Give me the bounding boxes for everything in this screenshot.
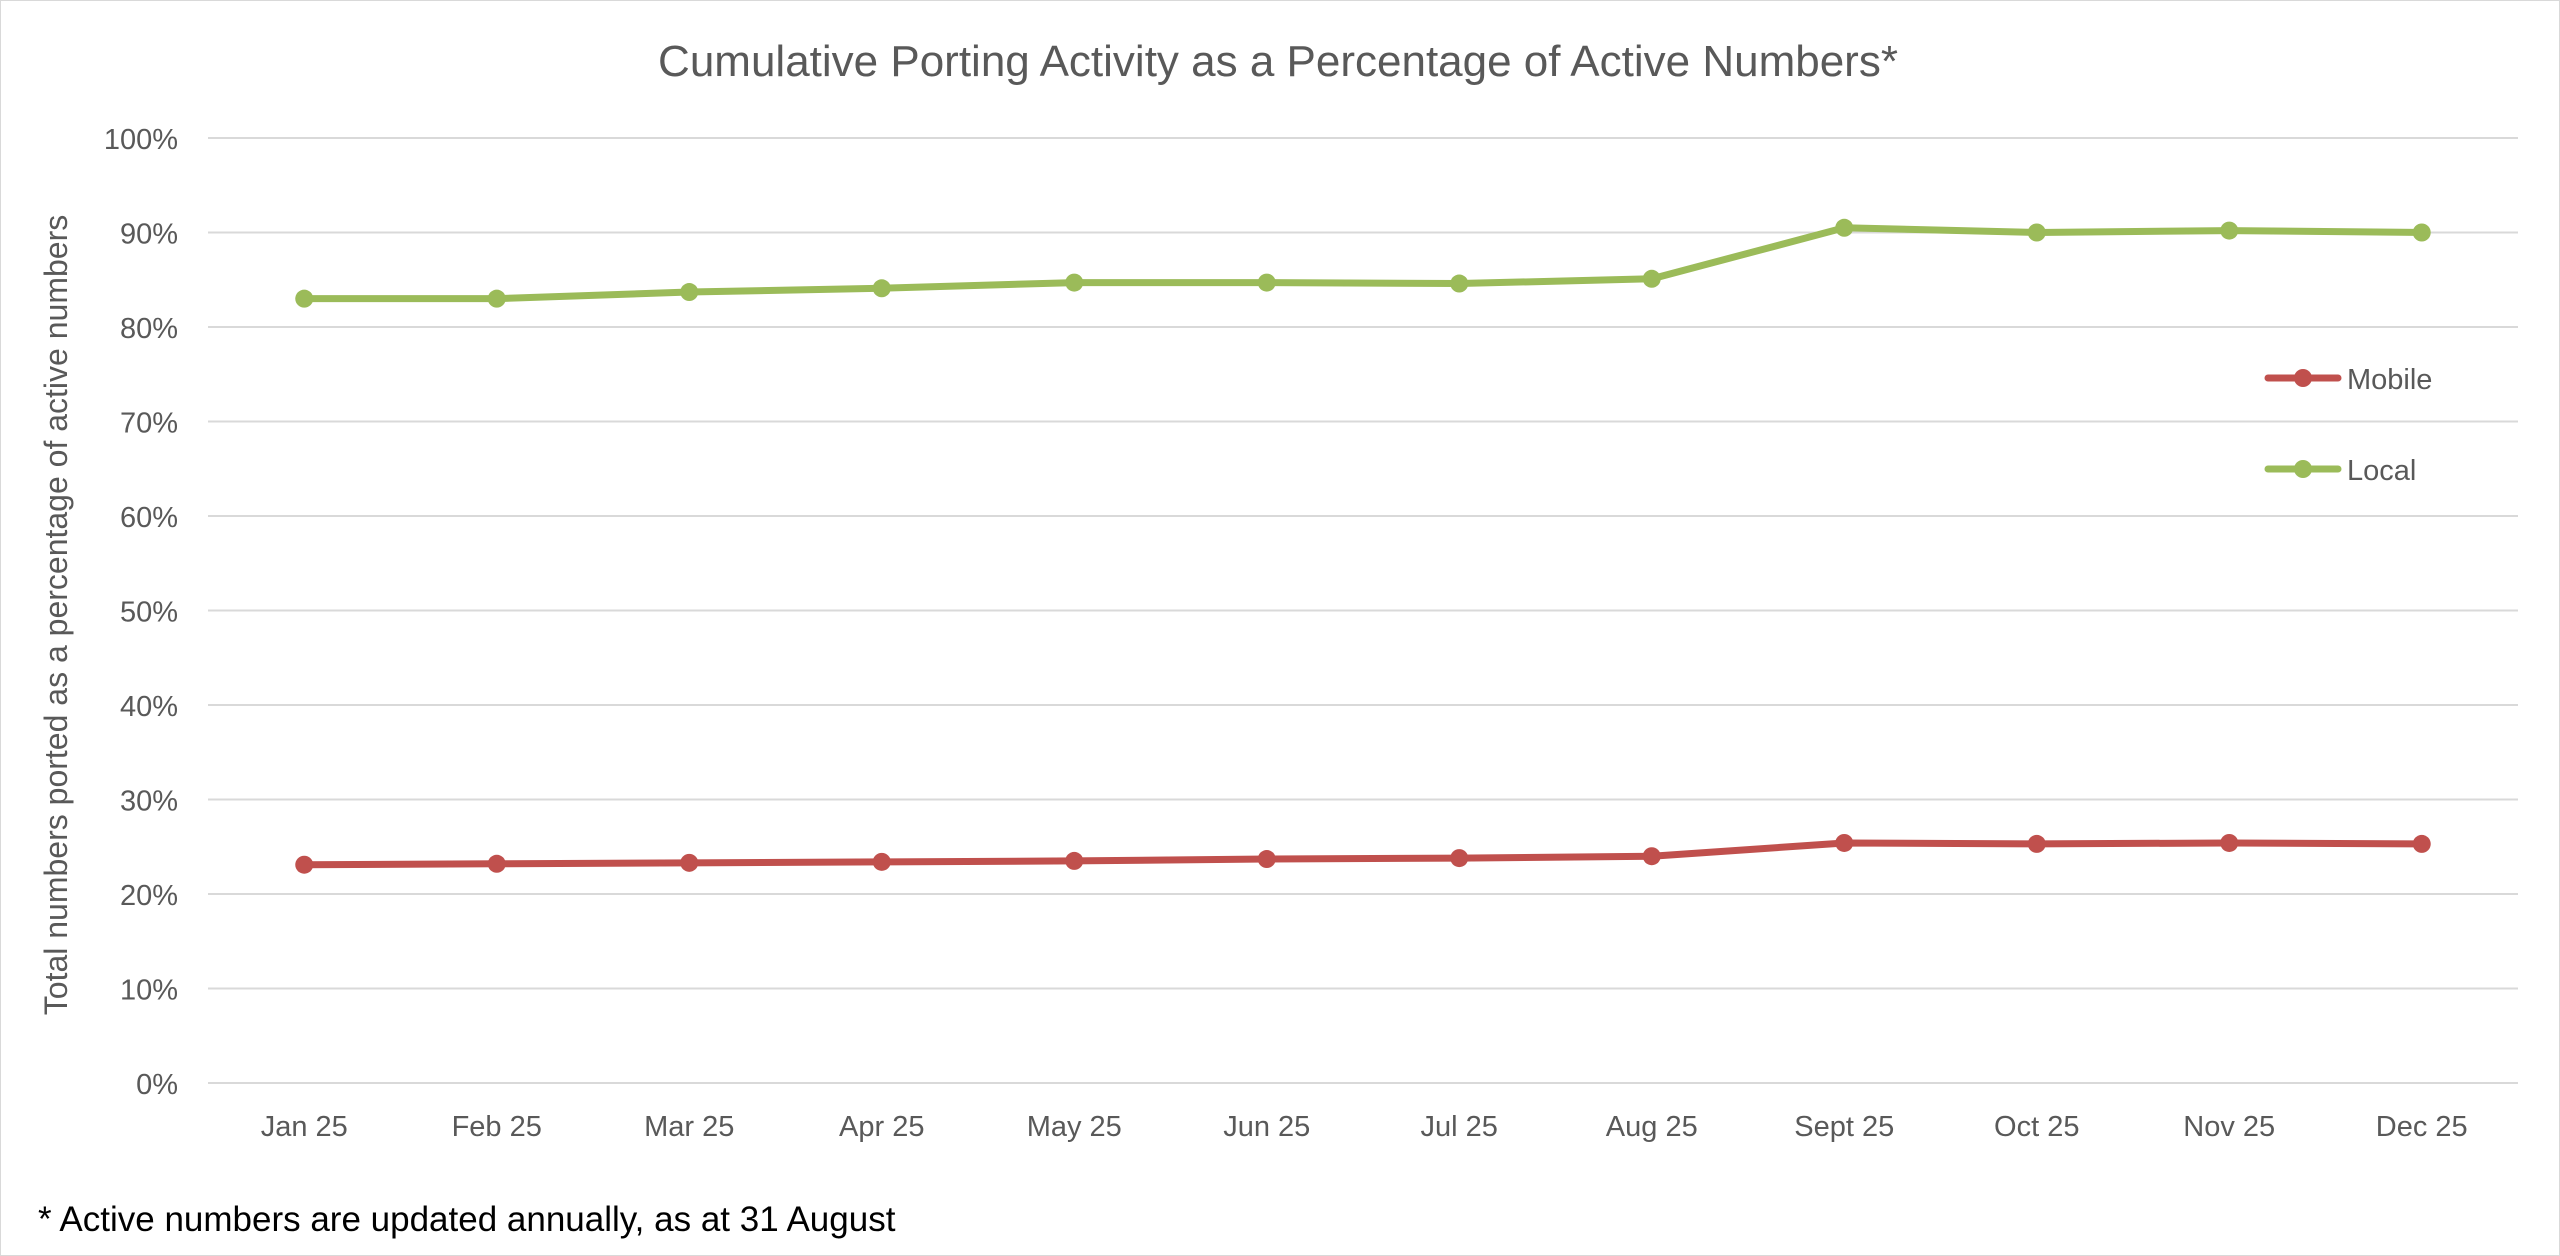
x-tick-label: Nov 25 bbox=[2183, 1111, 2275, 1143]
y-tick-label: 20% bbox=[120, 880, 178, 912]
legend-marker bbox=[2294, 460, 2312, 478]
legend-label: Mobile bbox=[2347, 364, 2432, 396]
x-tick-label: Jul 25 bbox=[1421, 1111, 1498, 1143]
legend-item-local: Local bbox=[2264, 455, 2416, 487]
data-point-local bbox=[1835, 218, 1854, 237]
y-tick-labels: 0% 10% 20% 30% 40% 50% 60% 70% 80% 90% 100% bbox=[104, 124, 178, 1101]
y-axis-label: Total numbers ported as a percentage of … bbox=[38, 215, 74, 1015]
legend: Mobile Local bbox=[2264, 364, 2432, 487]
y-tick-label: 90% bbox=[120, 219, 178, 251]
data-point-mobile bbox=[2412, 834, 2431, 853]
data-point-mobile bbox=[2220, 833, 2239, 852]
gridlines bbox=[208, 137, 2518, 1084]
y-tick-label: 10% bbox=[120, 975, 178, 1007]
data-point-mobile bbox=[1450, 849, 1469, 868]
x-tick-label: Feb 25 bbox=[452, 1111, 542, 1143]
y-tick-label: 40% bbox=[120, 691, 178, 723]
data-point-local bbox=[1065, 273, 1084, 292]
y-tick-label: 50% bbox=[120, 597, 178, 629]
y-tick-label: 100% bbox=[104, 124, 178, 156]
y-tick-label: 0% bbox=[136, 1069, 178, 1101]
y-tick-label: 30% bbox=[120, 786, 178, 818]
data-point-local bbox=[872, 279, 891, 298]
series-line-mobile bbox=[300, 839, 2426, 869]
footnote: * Active numbers are updated annually, a… bbox=[38, 1200, 896, 1239]
series-mobile bbox=[295, 833, 2431, 874]
x-tick-labels: Jan 25 Feb 25 Mar 25 Apr 25 May 25 Jun 25 Jul … bbox=[261, 1111, 2468, 1143]
x-tick-label: May 25 bbox=[1027, 1111, 1122, 1143]
legend-marker bbox=[2294, 369, 2312, 387]
data-point-local bbox=[2027, 223, 2046, 242]
data-point-mobile bbox=[295, 855, 314, 874]
series-lines bbox=[295, 218, 2431, 874]
data-point-mobile bbox=[1257, 850, 1276, 869]
y-tick-label: 60% bbox=[120, 502, 178, 534]
x-tick-label: Oct 25 bbox=[1994, 1111, 2079, 1143]
data-point-mobile bbox=[1835, 833, 1854, 852]
data-point-mobile bbox=[680, 853, 699, 872]
x-tick-label: Aug 25 bbox=[1606, 1111, 1698, 1143]
data-point-local bbox=[1450, 274, 1469, 293]
data-point-local bbox=[487, 289, 506, 308]
data-point-mobile bbox=[2027, 834, 2046, 853]
x-tick-label: Dec 25 bbox=[2376, 1111, 2468, 1143]
x-tick-label: Jun 25 bbox=[1223, 1111, 1310, 1143]
series-local bbox=[295, 218, 2431, 308]
series-line-local bbox=[300, 224, 2426, 303]
data-point-local bbox=[680, 283, 699, 302]
data-point-local bbox=[1642, 269, 1661, 288]
data-point-local bbox=[1257, 273, 1276, 292]
chart-title: Cumulative Porting Activity as a Percent… bbox=[658, 37, 1898, 86]
data-point-local bbox=[2220, 221, 2239, 240]
x-tick-label: Apr 25 bbox=[839, 1111, 924, 1143]
legend-label: Local bbox=[2347, 455, 2416, 487]
data-point-local bbox=[295, 289, 314, 308]
data-point-mobile bbox=[1642, 847, 1661, 866]
data-point-local bbox=[2412, 223, 2431, 242]
legend-item-mobile: Mobile bbox=[2264, 364, 2432, 396]
x-tick-label: Sept 25 bbox=[1794, 1111, 1894, 1143]
data-point-mobile bbox=[1065, 851, 1084, 870]
data-point-mobile bbox=[872, 852, 891, 871]
x-tick-label: Mar 25 bbox=[644, 1111, 734, 1143]
y-tick-label: 80% bbox=[120, 313, 178, 345]
data-point-mobile bbox=[487, 854, 506, 873]
x-tick-label: Jan 25 bbox=[261, 1111, 348, 1143]
y-tick-label: 70% bbox=[120, 408, 178, 440]
